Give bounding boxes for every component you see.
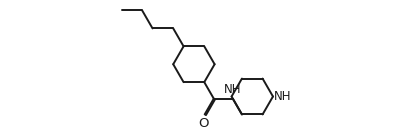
Text: O: O bbox=[198, 117, 209, 130]
Text: NH: NH bbox=[224, 83, 241, 96]
Text: NH: NH bbox=[274, 90, 292, 103]
